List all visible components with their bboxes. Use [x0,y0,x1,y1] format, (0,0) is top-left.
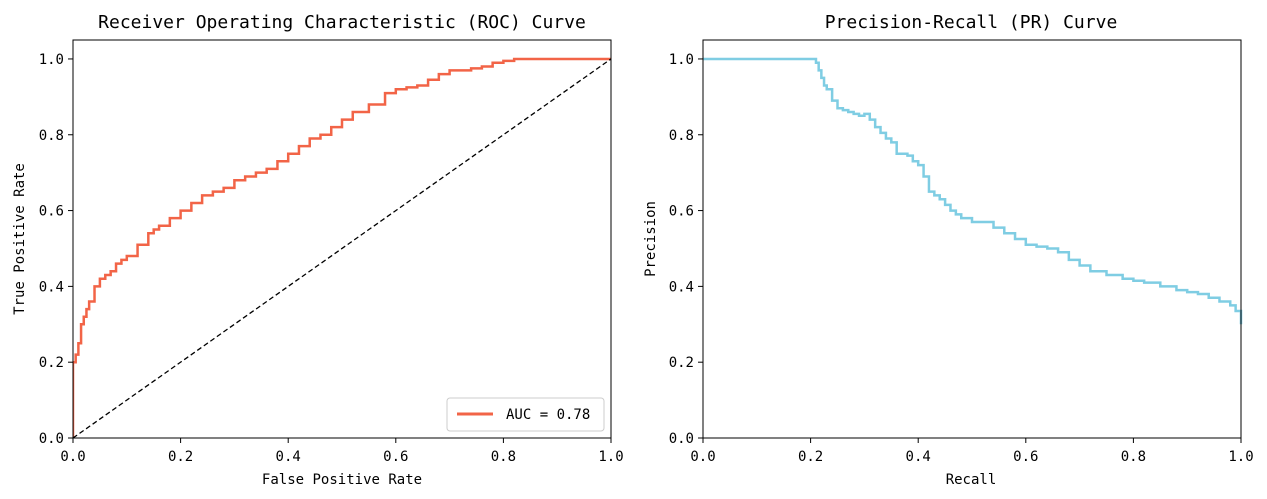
pr-x-tick-label: 0.4 [906,449,931,465]
pr-curve-line [703,57,1243,325]
roc-y-tick-label: 0.0 [39,431,64,447]
legend-entry: AUC = 0.78 [506,407,590,423]
pr-x-tick-label: 0.2 [798,449,823,465]
roc-curve-line [73,57,611,438]
pr-x-tick-label: 0.6 [1013,449,1038,465]
roc-y-tick-label: 0.6 [39,204,64,220]
pr-y-axis: 0.0 0.2 0.4 0.6 0.8 1.0 [669,52,703,447]
roc-x-tick-label: 0.2 [168,449,193,465]
roc-y-axis: 0.0 0.2 0.4 0.6 0.8 1.0 [39,52,73,447]
roc-legend: AUC = 0.78 [446,397,605,432]
roc-y-label: True Positive Rate [12,163,28,315]
pr-axes-frame [702,39,1242,439]
pr-x-tick-label: 0.8 [1121,449,1146,465]
roc-axes-frame [72,39,612,439]
pr-chart: Precision-Recall (PR) Curve 0.0 0.2 0.4 0.6… [643,12,1254,488]
roc-y-tick-label: 1.0 [39,52,64,68]
pr-y-tick-label: 0.4 [669,279,694,295]
pr-plot-area [703,57,1243,325]
roc-chance-line [73,58,612,439]
roc-x-tick-label: 0.6 [383,449,408,465]
pr-y-label: Precision [643,201,659,277]
roc-x-tick-label: 1.0 [598,449,623,465]
pr-x-tick-label: 0.0 [690,449,715,465]
roc-plot-area [73,57,612,439]
roc-title: Receiver Operating Characteristic (ROC) … [98,12,586,33]
pr-y-tick-label: 1.0 [669,52,694,68]
roc-y-tick-label: 0.4 [39,279,64,295]
roc-x-tick-label: 0.8 [491,449,516,465]
roc-x-tick-label: 0.4 [276,449,301,465]
pr-y-tick-label: 0.8 [669,128,694,144]
roc-y-tick-label: 0.2 [39,355,64,371]
roc-y-tick-label: 0.8 [39,128,64,144]
pr-y-tick-label: 0.2 [669,355,694,371]
pr-y-tick-label: 0.0 [669,431,694,447]
roc-chart: Receiver Operating Characteristic (ROC) … [12,12,624,488]
pr-x-label: Recall [946,472,997,488]
pr-y-tick-label: 0.6 [669,204,694,220]
roc-x-label: False Positive Rate [262,472,422,488]
pr-x-tick-label: 1.0 [1228,449,1253,465]
roc-x-axis: 0.0 0.2 0.4 0.6 0.8 1.0 [60,438,624,465]
pr-x-axis: 0.0 0.2 0.4 0.6 0.8 1.0 [690,438,1254,465]
pr-title: Precision-Recall (PR) Curve [825,12,1118,33]
roc-x-tick-label: 0.0 [60,449,85,465]
legend-box [446,397,605,432]
